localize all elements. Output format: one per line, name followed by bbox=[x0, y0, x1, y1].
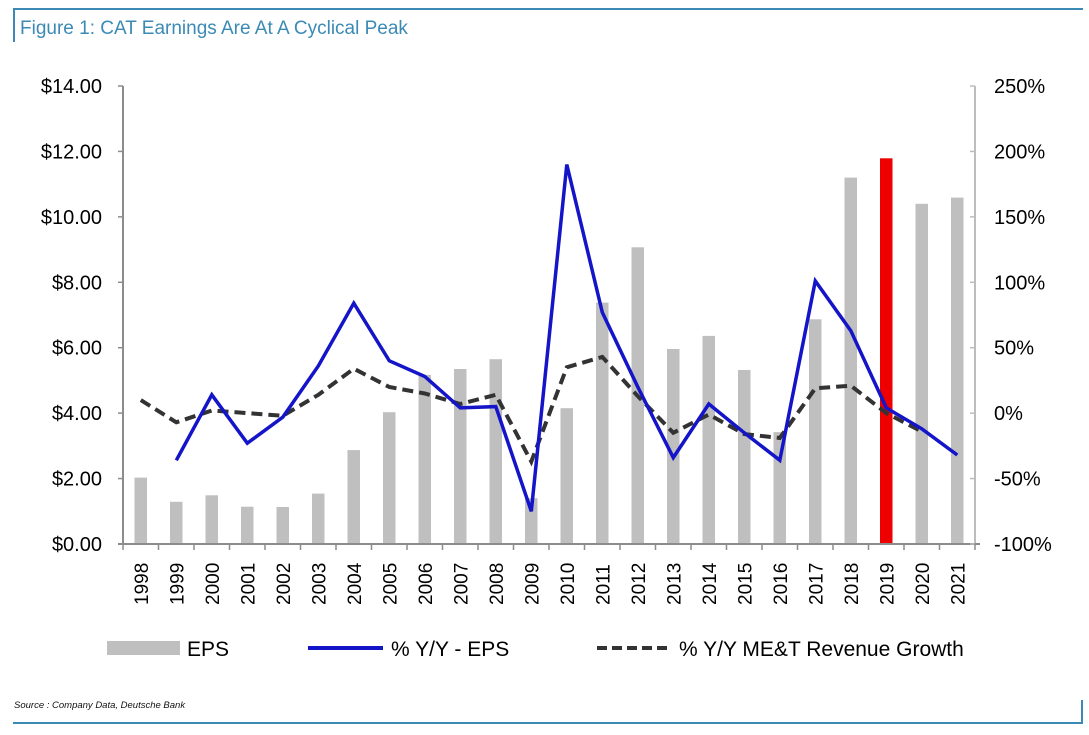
bar-eps-2007 bbox=[454, 369, 467, 544]
x-tick-label: 2005 bbox=[380, 563, 401, 605]
left-tick-label: $12.00 bbox=[41, 141, 102, 163]
x-tick-label: 2007 bbox=[451, 563, 472, 605]
x-tick-label: 2018 bbox=[842, 563, 863, 605]
x-tick-label: 2010 bbox=[558, 563, 579, 605]
bar-eps-2014 bbox=[702, 335, 715, 544]
right-tick-label: 0% bbox=[994, 403, 1023, 425]
right-tick-label: 100% bbox=[994, 272, 1045, 294]
legend-label-eps: EPS bbox=[187, 638, 229, 661]
bar-eps-2000 bbox=[205, 495, 218, 544]
legend-label-revenue-growth: % Y/Y ME&T Revenue Growth bbox=[679, 638, 964, 661]
right-tick-label: 150% bbox=[994, 207, 1045, 229]
series-eps-yoy-line bbox=[174, 164, 959, 512]
x-tick-label: 1999 bbox=[167, 563, 188, 605]
bar-eps-highlight-2019 bbox=[880, 158, 893, 545]
x-tick-label: 2013 bbox=[664, 563, 685, 605]
x-tick-label: 2008 bbox=[487, 563, 508, 605]
figure-title: Figure 1: CAT Earnings Are At A Cyclical… bbox=[20, 18, 408, 39]
x-tick-label: 1998 bbox=[132, 563, 153, 605]
x-tick-label: 2017 bbox=[806, 563, 827, 605]
bar-eps-2004 bbox=[347, 450, 360, 544]
bottom-rule bbox=[13, 722, 1083, 724]
source-note: Source : Company Data, Deutsche Bank bbox=[14, 700, 186, 711]
bar-eps-2005 bbox=[383, 412, 396, 544]
left-tick-label: $4.00 bbox=[52, 403, 102, 425]
bar-eps-2010 bbox=[560, 408, 573, 544]
bar-eps-2011 bbox=[596, 302, 609, 544]
left-tick-label: $14.00 bbox=[41, 76, 102, 98]
bar-eps-2009 bbox=[525, 498, 538, 544]
x-tick-label: 2004 bbox=[345, 562, 366, 605]
bar-eps-2008 bbox=[489, 359, 502, 544]
legend: EPS % Y/Y - EPS % Y/Y ME&T Revenue Growt… bbox=[107, 638, 964, 661]
x-tick-label: 2015 bbox=[735, 563, 756, 605]
series-revenue-growth-line bbox=[139, 354, 923, 467]
axes-group: $0.00 $2.00 $4.00 $6.00 $8.00 $10.00 $12.00 $14… bbox=[41, 76, 1052, 605]
bar-eps-2013 bbox=[667, 349, 680, 544]
legend-swatch-eps bbox=[107, 641, 180, 655]
x-tick-label: 2003 bbox=[309, 563, 330, 605]
right-tick-label: -100% bbox=[994, 534, 1052, 556]
right-tick-label: -50% bbox=[994, 469, 1041, 491]
right-tick-label: 250% bbox=[994, 76, 1045, 98]
x-tick-label: 2019 bbox=[877, 563, 898, 605]
top-rule bbox=[13, 8, 1083, 10]
x-tick-label: 2012 bbox=[629, 563, 650, 605]
legend-label-eps-yoy: % Y/Y - EPS bbox=[391, 638, 509, 661]
bar-eps-2016 bbox=[773, 432, 786, 544]
bar-eps-1999 bbox=[170, 501, 183, 544]
bar-eps-1998 bbox=[134, 477, 147, 544]
bars-group bbox=[134, 158, 964, 545]
bar-eps-2006 bbox=[418, 374, 431, 544]
bottom-right-rule bbox=[1081, 700, 1083, 724]
left-tick-label: $2.00 bbox=[52, 469, 102, 491]
x-tick-label: 2009 bbox=[522, 563, 543, 605]
x-tick-label: 2006 bbox=[416, 563, 437, 605]
x-tick-label: 2002 bbox=[274, 563, 295, 605]
bar-eps-2018 bbox=[844, 177, 857, 544]
x-tick-label: 2000 bbox=[203, 563, 224, 605]
title-left-rule bbox=[13, 8, 15, 42]
left-tick-label: $10.00 bbox=[41, 207, 102, 229]
bar-eps-2015 bbox=[738, 370, 751, 544]
bar-eps-2017 bbox=[809, 319, 822, 544]
x-tick-label: 2014 bbox=[700, 562, 721, 605]
x-tick-label: 2001 bbox=[238, 563, 259, 605]
lines-group bbox=[139, 164, 959, 512]
bar-eps-2020 bbox=[915, 203, 928, 545]
x-tick-label: 2020 bbox=[913, 563, 934, 605]
bar-eps-2002 bbox=[276, 507, 289, 544]
bar-eps-2001 bbox=[241, 506, 254, 544]
x-tick-label: 2016 bbox=[771, 563, 792, 605]
bar-eps-2021 bbox=[951, 197, 964, 544]
x-tick-label: 2011 bbox=[593, 564, 614, 605]
bar-eps-2003 bbox=[312, 493, 325, 544]
left-tick-label: $6.00 bbox=[52, 338, 102, 360]
left-tick-label: $0.00 bbox=[52, 534, 102, 556]
right-tick-label: 200% bbox=[994, 141, 1045, 163]
x-tick-label: 2021 bbox=[948, 563, 969, 605]
right-tick-label: 50% bbox=[994, 338, 1034, 360]
left-tick-label: $8.00 bbox=[52, 272, 102, 294]
